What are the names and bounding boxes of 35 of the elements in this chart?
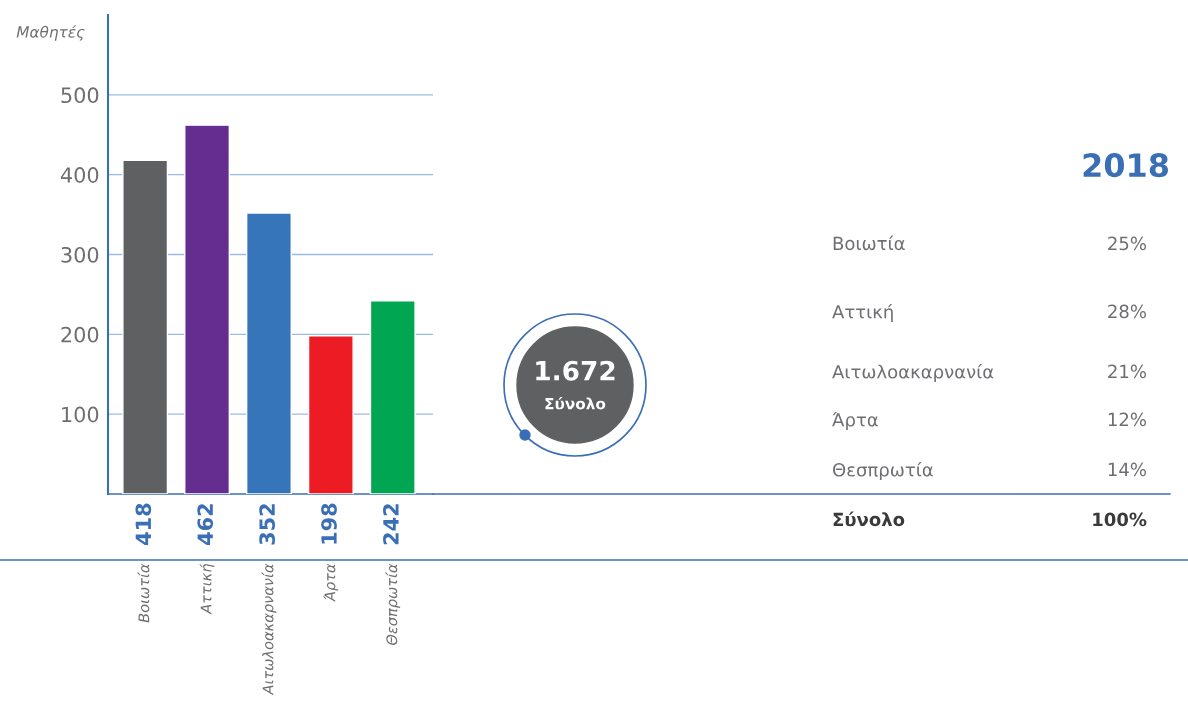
text: 28%	[1108, 304, 1146, 319]
text: 1.672	[536, 360, 615, 381]
bar	[369, 300, 416, 494]
text: 14%	[1108, 462, 1146, 477]
text: 25%	[1108, 236, 1146, 251]
text: 12%	[1108, 412, 1146, 427]
y-tick-label: 500	[61, 87, 99, 104]
data-label: 198	[321, 503, 337, 544]
bar	[307, 335, 354, 494]
category-label: Αιτωλοακαρνανία	[832, 363, 994, 383]
bar	[122, 159, 169, 494]
text: 2018	[1083, 153, 1169, 178]
x-tick-label: Αιτωλοακαρνανία	[261, 563, 277, 696]
y-axis-title: Μαθητές	[16, 25, 85, 41]
data-label: 352	[259, 504, 275, 545]
y-tick-label: 400	[60, 167, 99, 183]
category-label: Βοιωτία	[833, 235, 905, 251]
data-label: 418	[135, 503, 152, 545]
text: 100%	[1093, 512, 1147, 527]
y-tick-label: 100	[62, 406, 99, 423]
text: Σύνολο	[545, 397, 606, 410]
y-tick-label: 300	[61, 246, 99, 263]
category-label: Θεσπρωτία	[833, 461, 933, 481]
category-label: Άρτα	[832, 411, 878, 431]
data-label: 462	[197, 504, 214, 545]
data-label: 242	[383, 504, 399, 545]
y-tick-label: 200	[61, 326, 99, 343]
bar	[184, 124, 231, 494]
x-tick-label: Βοιωτία	[137, 563, 150, 623]
x-tick-label: Θεσπρωτία	[385, 563, 401, 645]
x-tick-label: Άρτα	[323, 563, 339, 602]
x-tick-label: Αττική	[199, 563, 215, 615]
category-label: Σύνολο	[833, 511, 905, 527]
category-label: Αττική	[832, 303, 893, 323]
text: 21%	[1108, 364, 1146, 379]
